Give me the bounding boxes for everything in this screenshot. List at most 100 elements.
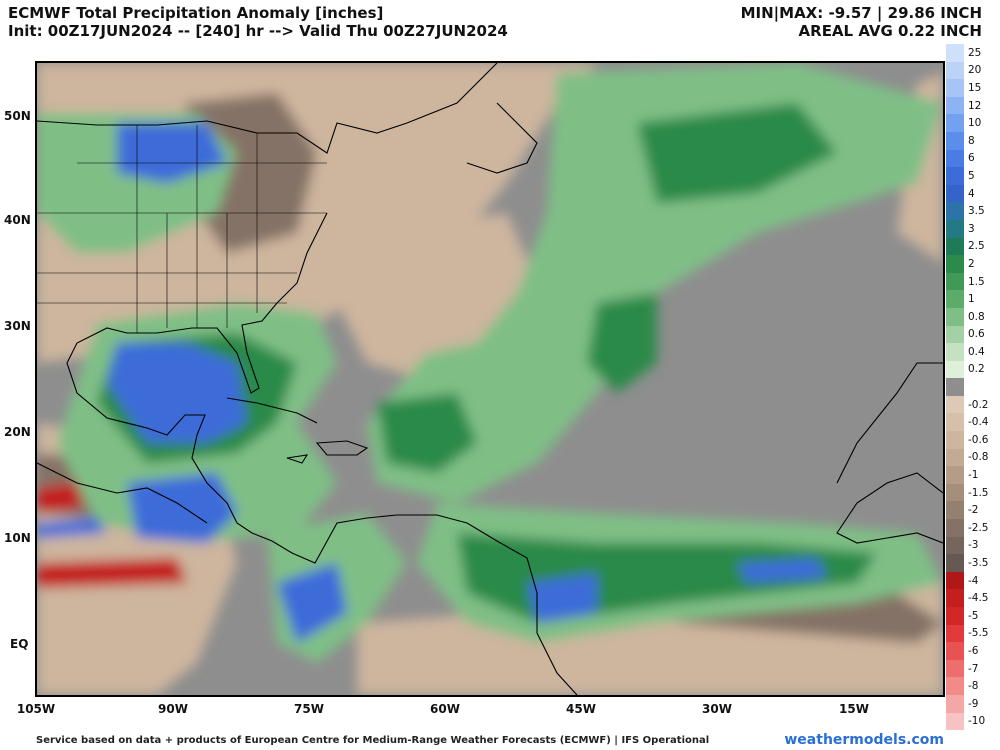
lon-label: 15W (839, 702, 869, 716)
colorbar-swatch (946, 219, 964, 238)
colorbar-label: -2 (968, 504, 979, 517)
colorbar-entry: -3 (946, 536, 998, 555)
dryx-region (37, 483, 82, 513)
colorbar-swatch (946, 677, 964, 695)
colorbar-swatch (946, 307, 964, 326)
colorbar-entry: -6 (946, 642, 998, 660)
colorbar-swatch (946, 202, 964, 220)
colorbar-entry: 3.5 (946, 202, 998, 220)
colorbar-label: 2.5 (968, 240, 985, 253)
colorbar-label: 12 (968, 99, 982, 112)
brand-link[interactable]: weathermodels.com (784, 732, 944, 748)
boundary-line (66, 212, 578, 695)
colorbar-swatch (946, 272, 964, 291)
map-canvas (37, 63, 943, 695)
lon-label: 60W (430, 702, 460, 716)
colorbar-swatch (946, 325, 964, 344)
colorbar-swatch (946, 519, 964, 537)
lat-label: 50N (4, 109, 31, 123)
wetm-region (637, 103, 837, 203)
areal-avg-readout: AREAL AVG 0.22 INCH (798, 22, 982, 40)
colorbar-entry (946, 378, 998, 396)
minmax-readout: MIN|MAX: -9.57 | 29.86 INCH (740, 4, 982, 22)
colorbar-entry: -2.5 (946, 519, 998, 537)
map-title: ECMWF Total Precipitation Anomaly [inche… (8, 4, 384, 22)
colorbar-label: -0.2 (968, 398, 989, 411)
colorbar-label: 1.5 (968, 275, 985, 288)
lat-label: 20N (4, 425, 31, 439)
colorbar-entry: 12 (946, 96, 998, 115)
colorbar-swatch (946, 448, 964, 467)
colorbar-swatch (946, 378, 964, 396)
colorbar-entry: 0.8 (946, 307, 998, 326)
colorbar-swatch (946, 589, 964, 607)
colorbar-label: -4 (968, 574, 979, 587)
wetm-region (377, 393, 477, 473)
colorbar-label: 0.8 (968, 310, 985, 323)
colorbar-swatch (946, 79, 964, 97)
lat-label: 40N (4, 213, 31, 227)
colorbar-swatch (946, 114, 964, 132)
colorbar-swatch (946, 483, 964, 502)
colorbar-entry: -1.5 (946, 483, 998, 502)
colorbar-label: -4.5 (968, 592, 989, 605)
colorbar-label: -8 (968, 680, 979, 693)
colorbar-label: -5.5 (968, 627, 989, 640)
lon-label: 90W (158, 702, 188, 716)
colorbar-entry: 0.6 (946, 325, 998, 344)
colorbar-entry: -2 (946, 501, 998, 520)
stats-block: MIN|MAX: -9.57 | 29.86 INCH AREAL AVG 0.… (741, 4, 982, 40)
boundary-line (226, 397, 318, 424)
boundary-line (836, 472, 943, 544)
colorbar-swatch (946, 237, 964, 256)
colorbar-label: 1 (968, 293, 975, 306)
colorbar-entry: 1.5 (946, 272, 998, 291)
colorbar-swatch (946, 431, 964, 449)
wetm-region (587, 293, 657, 393)
colorbar-entry: 3 (946, 219, 998, 238)
colorbar-label: 15 (968, 81, 982, 94)
colorbar-swatch (946, 167, 964, 185)
boundary-line (37, 462, 208, 524)
colorbar-swatch (946, 466, 964, 484)
weth-region (127, 473, 237, 543)
colorbar-entry: 15 (946, 79, 998, 97)
dryx-region (37, 558, 187, 588)
lat-label: 30N (4, 319, 31, 333)
colorbar-swatch (946, 659, 964, 678)
colorbar-entry: -4.5 (946, 589, 998, 607)
colorbar-swatch (946, 96, 964, 115)
colorbar-swatch (946, 642, 964, 660)
boundary-line (37, 63, 498, 154)
coastlines (37, 63, 943, 695)
boundary-line (466, 102, 538, 174)
colorbar-label: -3 (968, 539, 979, 552)
colorbar-entry: -10 (946, 712, 998, 731)
colorbar-label: 10 (968, 117, 982, 130)
colorbar-entry: 2 (946, 255, 998, 273)
colorbar-entry: -5.5 (946, 624, 998, 643)
colorbar-entry: -0.6 (946, 431, 998, 449)
colorbar-swatch (946, 360, 964, 379)
colorbar-swatch (946, 413, 964, 432)
map-subtitle: Init: 00Z17JUN2024 -- [240] hr --> Valid… (8, 22, 508, 40)
colorbar-legend: 25 20 15 12 10 8 6 5 4 3.5 3 2.5 2 1.5 1 0.8 0.6 0.4 0.2 -0… (946, 44, 998, 731)
colorbar-entry: 20 (946, 61, 998, 80)
weth-region (737, 558, 827, 583)
weth-region (277, 563, 347, 643)
colorbar-swatch (946, 131, 964, 150)
colorbar-entry: 0.4 (946, 343, 998, 361)
lat-label: EQ (10, 637, 29, 651)
colorbar-label: -6 (968, 644, 979, 657)
lat-label: 10N (4, 531, 31, 545)
colorbar-label: -1 (968, 469, 979, 482)
colorbar-label: 4 (968, 187, 975, 200)
colorbar-swatch (946, 712, 964, 731)
colorbar-entry: 0.2 (946, 360, 998, 379)
colorbar-label: 3.5 (968, 205, 985, 218)
colorbar-label: 2 (968, 257, 975, 270)
colorbar-label: -7 (968, 662, 979, 675)
lon-label: 30W (702, 702, 732, 716)
colorbar-swatch (946, 44, 964, 62)
colorbar-label: 5 (968, 169, 975, 182)
